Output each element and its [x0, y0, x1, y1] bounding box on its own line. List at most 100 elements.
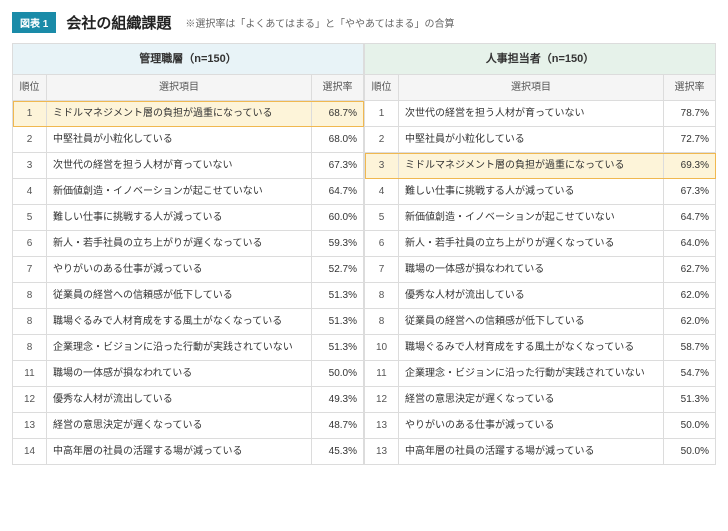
cell-rank: 10: [365, 335, 399, 361]
table-right: 人事担当者（n=150） 順位 選択項目 選択率 1次世代の経営を担う人材が育っ…: [364, 43, 716, 465]
cell-item: 経営の意思決定が遅くなっている: [399, 387, 664, 413]
cell-item: 中高年層の社員の活躍する場が減っている: [399, 439, 664, 465]
cell-rate: 54.7%: [664, 361, 716, 387]
table-row: 3次世代の経営を担う人材が育っていない67.3%: [13, 153, 364, 179]
cell-rank: 6: [13, 231, 47, 257]
cell-rate: 49.3%: [312, 387, 364, 413]
cell-rank: 1: [13, 101, 47, 127]
tables-wrap: 管理職層（n=150） 順位 選択項目 選択率 1ミドルマネジメント層の負担が過…: [12, 43, 716, 465]
table-row: 1ミドルマネジメント層の負担が過重になっている68.7%: [13, 101, 364, 127]
cell-rate: 62.7%: [664, 257, 716, 283]
cell-rate: 50.0%: [312, 361, 364, 387]
cell-rate: 51.3%: [312, 309, 364, 335]
cell-rank: 2: [365, 127, 399, 153]
cell-rank: 4: [365, 179, 399, 205]
cell-rate: 45.3%: [312, 439, 364, 465]
table-row: 4新価値創造・イノベーションが起こせていない64.7%: [13, 179, 364, 205]
cell-item: 中堅社員が小粒化している: [47, 127, 312, 153]
group-title-left: 管理職層（n=150）: [13, 44, 364, 75]
table-row: 7職場の一体感が損なわれている62.7%: [365, 257, 716, 283]
cell-rank: 8: [13, 309, 47, 335]
cell-rate: 48.7%: [312, 413, 364, 439]
table-row: 8従業員の経営への信頼感が低下している51.3%: [13, 283, 364, 309]
cell-rate: 64.7%: [664, 205, 716, 231]
cell-rate: 50.0%: [664, 439, 716, 465]
cell-rank: 8: [365, 309, 399, 335]
cell-rate: 62.0%: [664, 283, 716, 309]
column-headers-left: 順位 選択項目 選択率: [13, 75, 364, 101]
cell-rank: 4: [13, 179, 47, 205]
cell-item: 経営の意思決定が遅くなっている: [47, 413, 312, 439]
tbody-left: 1ミドルマネジメント層の負担が過重になっている68.7%2中堅社員が小粒化してい…: [13, 101, 364, 465]
cell-rate: 67.3%: [312, 153, 364, 179]
table-row: 6新人・若手社員の立ち上がりが遅くなっている64.0%: [365, 231, 716, 257]
cell-rate: 51.3%: [312, 283, 364, 309]
cell-rank: 3: [13, 153, 47, 179]
table-row: 12経営の意思決定が遅くなっている51.3%: [365, 387, 716, 413]
cell-item: 次世代の経営を担う人材が育っていない: [399, 101, 664, 127]
col-item: 選択項目: [47, 75, 312, 101]
cell-rate: 67.3%: [664, 179, 716, 205]
cell-rate: 58.7%: [664, 335, 716, 361]
cell-rate: 78.7%: [664, 101, 716, 127]
table-row: 11職場の一体感が損なわれている50.0%: [13, 361, 364, 387]
col-item: 選択項目: [399, 75, 664, 101]
table-row: 12優秀な人材が流出している49.3%: [13, 387, 364, 413]
cell-item: 企業理念・ビジョンに沿った行動が実践されていない: [399, 361, 664, 387]
cell-item: やりがいのある仕事が減っている: [47, 257, 312, 283]
cell-rank: 7: [13, 257, 47, 283]
cell-item: 新価値創造・イノベーションが起こせていない: [399, 205, 664, 231]
cell-rank: 8: [365, 283, 399, 309]
cell-rank: 5: [365, 205, 399, 231]
cell-rate: 64.0%: [664, 231, 716, 257]
figure-header: 図表 1 会社の組織課題 ※選択率は「よくあてはまる」と「ややあてはまる」の合算: [12, 12, 716, 33]
cell-rank: 6: [365, 231, 399, 257]
figure-title: 会社の組織課題: [66, 12, 171, 33]
cell-item: 難しい仕事に挑戦する人が減っている: [47, 205, 312, 231]
col-rank: 順位: [13, 75, 47, 101]
cell-rank: 13: [13, 413, 47, 439]
cell-item: 新人・若手社員の立ち上がりが遅くなっている: [399, 231, 664, 257]
cell-item: 職場ぐるみで人材育成をする風土がなくなっている: [399, 335, 664, 361]
table-row: 5難しい仕事に挑戦する人が減っている60.0%: [13, 205, 364, 231]
cell-item: 職場ぐるみで人材育成をする風土がなくなっている: [47, 309, 312, 335]
cell-item: 企業理念・ビジョンに沿った行動が実践されていない: [47, 335, 312, 361]
cell-item: 中堅社員が小粒化している: [399, 127, 664, 153]
table-row: 4難しい仕事に挑戦する人が減っている67.3%: [365, 179, 716, 205]
col-rate: 選択率: [312, 75, 364, 101]
cell-rate: 62.0%: [664, 309, 716, 335]
group-header-right: 人事担当者（n=150）: [365, 44, 716, 75]
table-row: 1次世代の経営を担う人材が育っていない78.7%: [365, 101, 716, 127]
group-title-right: 人事担当者（n=150）: [365, 44, 716, 75]
table-row: 2中堅社員が小粒化している68.0%: [13, 127, 364, 153]
cell-rank: 8: [13, 335, 47, 361]
cell-rank: 13: [365, 439, 399, 465]
table-row: 2中堅社員が小粒化している72.7%: [365, 127, 716, 153]
table-row: 7やりがいのある仕事が減っている52.7%: [13, 257, 364, 283]
cell-rank: 11: [365, 361, 399, 387]
cell-rate: 50.0%: [664, 413, 716, 439]
table-row: 3ミドルマネジメント層の負担が過重になっている69.3%: [365, 153, 716, 179]
table-row: 13経営の意思決定が遅くなっている48.7%: [13, 413, 364, 439]
cell-item: 優秀な人材が流出している: [399, 283, 664, 309]
table-row: 5新価値創造・イノベーションが起こせていない64.7%: [365, 205, 716, 231]
table-row: 14中高年層の社員の活躍する場が減っている45.3%: [13, 439, 364, 465]
cell-rank: 5: [13, 205, 47, 231]
cell-rate: 52.7%: [312, 257, 364, 283]
cell-item: 新人・若手社員の立ち上がりが遅くなっている: [47, 231, 312, 257]
table-left: 管理職層（n=150） 順位 選択項目 選択率 1ミドルマネジメント層の負担が過…: [12, 43, 364, 465]
tbody-right: 1次世代の経営を担う人材が育っていない78.7%2中堅社員が小粒化している72.…: [365, 101, 716, 465]
cell-item: 中高年層の社員の活躍する場が減っている: [47, 439, 312, 465]
cell-rate: 60.0%: [312, 205, 364, 231]
cell-rate: 59.3%: [312, 231, 364, 257]
cell-item: 新価値創造・イノベーションが起こせていない: [47, 179, 312, 205]
cell-rank: 3: [365, 153, 399, 179]
cell-item: 職場の一体感が損なわれている: [399, 257, 664, 283]
table-row: 6新人・若手社員の立ち上がりが遅くなっている59.3%: [13, 231, 364, 257]
cell-item: 従業員の経営への信頼感が低下している: [47, 283, 312, 309]
table-row: 11企業理念・ビジョンに沿った行動が実践されていない54.7%: [365, 361, 716, 387]
table-row: 8従業員の経営への信頼感が低下している62.0%: [365, 309, 716, 335]
col-rate: 選択率: [664, 75, 716, 101]
figure-label-badge: 図表 1: [12, 12, 56, 33]
cell-rank: 12: [13, 387, 47, 413]
